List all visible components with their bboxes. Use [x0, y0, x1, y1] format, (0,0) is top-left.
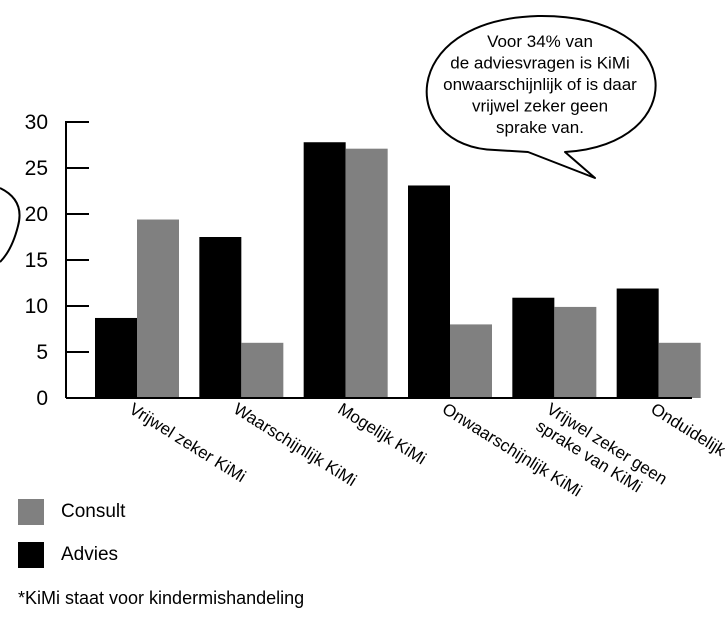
- bar-consult-2: [345, 148, 388, 398]
- y-tick-label-0: 0: [36, 387, 48, 410]
- bar-advies-3: [408, 185, 450, 398]
- bar-advies-2: [303, 142, 346, 398]
- bar-consult-4: [554, 306, 597, 398]
- y-tick-label-20: 20: [25, 203, 48, 226]
- legend-label-consult: Consult: [61, 501, 126, 522]
- y-tick-label-15: 15: [25, 249, 48, 272]
- legend-swatch-advies: [18, 542, 44, 568]
- bar-advies-4: [512, 297, 555, 398]
- axes: 0 5 10 15 20 25 30: [25, 111, 692, 410]
- category-label-2: Mogelijk KiMi: [335, 399, 430, 468]
- speech-bubble-line-2: onwaarschijnlijk of is daar: [443, 75, 637, 94]
- bar-consult-1: [241, 342, 284, 398]
- speech-bubble-line-1: de adviesvragen is KiMi: [450, 54, 630, 73]
- speech-bubble-outline: [425, 14, 657, 179]
- bar-consult-0: [137, 219, 179, 398]
- bar-advies-0: [95, 317, 137, 398]
- category-label-0: Vrijwel zeker KiMi: [126, 399, 249, 486]
- legend-item-advies: Advies: [18, 542, 118, 568]
- speech-bubble-annotation: Voor 34% van de adviesvragen is KiMi onwaa…: [425, 14, 657, 179]
- y-tick-label-5: 5: [36, 341, 48, 364]
- speech-bubble-line-4: sprake van.: [496, 118, 584, 137]
- category-label-2-line-0: Mogelijk KiMi: [335, 399, 430, 468]
- partial-speech-bubble: [0, 187, 21, 263]
- y-tick-label-30: 30: [25, 111, 48, 134]
- y-tick-label-10: 10: [25, 295, 48, 318]
- bar-advies-1: [199, 237, 242, 398]
- legend-label-advies: Advies: [61, 544, 119, 565]
- speech-bubble-text: Voor 34% van de adviesvragen is KiMi onwaa…: [443, 32, 637, 137]
- category-label-0-line-0: Vrijwel zeker KiMi: [126, 399, 249, 486]
- bar-consult-5: [658, 342, 701, 398]
- legend-swatch-consult: [18, 499, 44, 525]
- speech-bubble-line-3: vrijwel zeker geen: [472, 97, 608, 116]
- footnote: *KiMi staat voor kindermishandeling: [18, 588, 305, 608]
- partial-bubble-outline: [0, 187, 21, 263]
- bar-consult-3: [450, 324, 492, 398]
- y-tick-label-25: 25: [25, 157, 48, 180]
- bar-advies-5: [616, 288, 659, 398]
- speech-bubble-line-0: Voor 34% van: [487, 32, 593, 51]
- bars: [95, 142, 701, 398]
- legend-item-consult: Consult: [18, 499, 125, 525]
